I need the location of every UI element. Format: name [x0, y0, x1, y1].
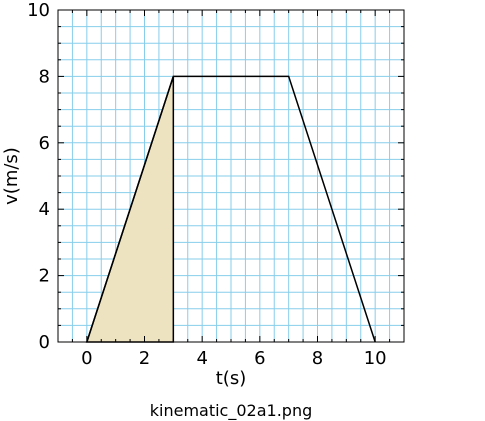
velocity-series-line — [86, 75, 376, 343]
x-tick-label: 4 — [196, 348, 207, 369]
y-tick-label: 2 — [39, 266, 50, 287]
y-axis-label: v(m/s) — [1, 147, 22, 205]
series-layer — [86, 75, 376, 343]
x-tick-label: 6 — [254, 348, 265, 369]
y-tick-label: 0 — [39, 332, 50, 353]
y-tick-label: 8 — [39, 66, 50, 87]
y-tick-label: 6 — [39, 133, 50, 154]
x-tick-label: 10 — [364, 348, 387, 369]
ticks — [57, 9, 405, 343]
x-tick-label: 8 — [312, 348, 323, 369]
y-tick-label: 10 — [27, 0, 50, 21]
y-tick-label: 4 — [39, 199, 50, 220]
x-tick-label: 2 — [139, 348, 150, 369]
tick-labels: 0 2 4 6 8 10 0 2 4 6 8 10 — [27, 0, 387, 369]
image-caption: kinematic_02a1.png — [150, 401, 312, 421]
x-axis-label: t(s) — [216, 368, 246, 389]
x-tick-label: 0 — [81, 348, 92, 369]
